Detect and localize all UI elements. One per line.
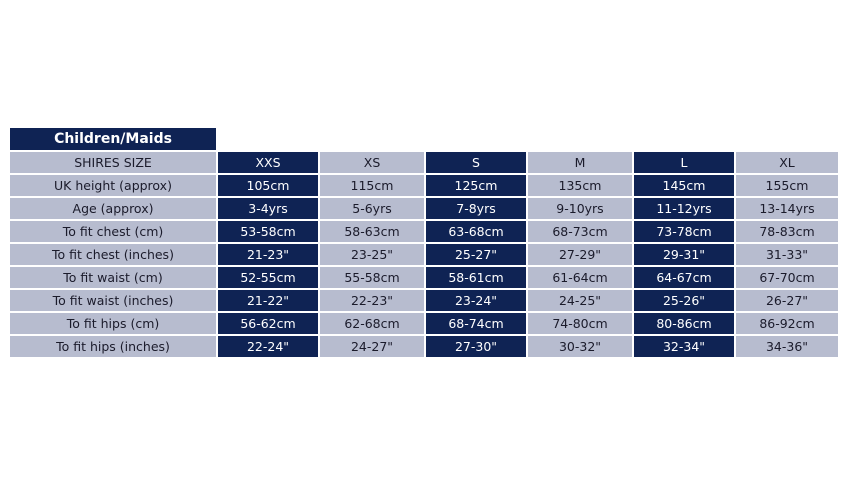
row-label: To fit chest (inches)	[10, 244, 216, 265]
size-cell: 32-34"	[634, 336, 734, 357]
size-cell: 58-61cm	[426, 267, 526, 288]
size-cell: 21-22"	[218, 290, 318, 311]
size-cell: 26-27"	[736, 290, 838, 311]
header-label: SHIRES SIZE	[10, 152, 216, 173]
row-label: Age (approx)	[10, 198, 216, 219]
size-cell: 7-8yrs	[426, 198, 526, 219]
row-label: To fit hips (inches)	[10, 336, 216, 357]
size-cell: 64-67cm	[634, 267, 734, 288]
size-header: XS	[320, 152, 424, 173]
size-cell: 145cm	[634, 175, 734, 196]
size-cell: 25-27"	[426, 244, 526, 265]
size-cell: 62-68cm	[320, 313, 424, 334]
size-header: M	[528, 152, 632, 173]
size-cell: 86-92cm	[736, 313, 838, 334]
size-cell: 9-10yrs	[528, 198, 632, 219]
row-label: To fit hips (cm)	[10, 313, 216, 334]
size-cell: 22-24"	[218, 336, 318, 357]
row-label: To fit waist (cm)	[10, 267, 216, 288]
size-cell: 11-12yrs	[634, 198, 734, 219]
size-cell: 23-24"	[426, 290, 526, 311]
size-cell: 53-58cm	[218, 221, 318, 242]
row-label: UK height (approx)	[10, 175, 216, 196]
size-header: XL	[736, 152, 838, 173]
size-cell: 31-33"	[736, 244, 838, 265]
size-header: S	[426, 152, 526, 173]
size-cell: 80-86cm	[634, 313, 734, 334]
table-title: Children/Maids	[10, 128, 216, 150]
size-cell: 74-80cm	[528, 313, 632, 334]
size-cell: 68-74cm	[426, 313, 526, 334]
size-cell: 23-25"	[320, 244, 424, 265]
size-cell: 155cm	[736, 175, 838, 196]
size-cell: 78-83cm	[736, 221, 838, 242]
size-cell: 3-4yrs	[218, 198, 318, 219]
size-cell: 115cm	[320, 175, 424, 196]
size-cell: 25-26"	[634, 290, 734, 311]
size-cell: 22-23"	[320, 290, 424, 311]
size-cell: 34-36"	[736, 336, 838, 357]
row-label: To fit chest (cm)	[10, 221, 216, 242]
size-cell: 61-64cm	[528, 267, 632, 288]
size-cell: 135cm	[528, 175, 632, 196]
size-header: L	[634, 152, 734, 173]
size-cell: 73-78cm	[634, 221, 734, 242]
size-cell: 30-32"	[528, 336, 632, 357]
size-cell: 29-31"	[634, 244, 734, 265]
size-cell: 21-23"	[218, 244, 318, 265]
size-cell: 27-29"	[528, 244, 632, 265]
size-cell: 52-55cm	[218, 267, 318, 288]
size-cell: 67-70cm	[736, 267, 838, 288]
size-cell: 27-30"	[426, 336, 526, 357]
size-cell: 24-27"	[320, 336, 424, 357]
size-cell: 58-63cm	[320, 221, 424, 242]
size-cell: 105cm	[218, 175, 318, 196]
size-cell: 63-68cm	[426, 221, 526, 242]
size-cell: 56-62cm	[218, 313, 318, 334]
size-cell: 125cm	[426, 175, 526, 196]
size-cell: 5-6yrs	[320, 198, 424, 219]
size-cell: 55-58cm	[320, 267, 424, 288]
size-cell: 68-73cm	[528, 221, 632, 242]
row-label: To fit waist (inches)	[10, 290, 216, 311]
size-cell: 13-14yrs	[736, 198, 838, 219]
size-cell: 24-25"	[528, 290, 632, 311]
size-header: XXS	[218, 152, 318, 173]
